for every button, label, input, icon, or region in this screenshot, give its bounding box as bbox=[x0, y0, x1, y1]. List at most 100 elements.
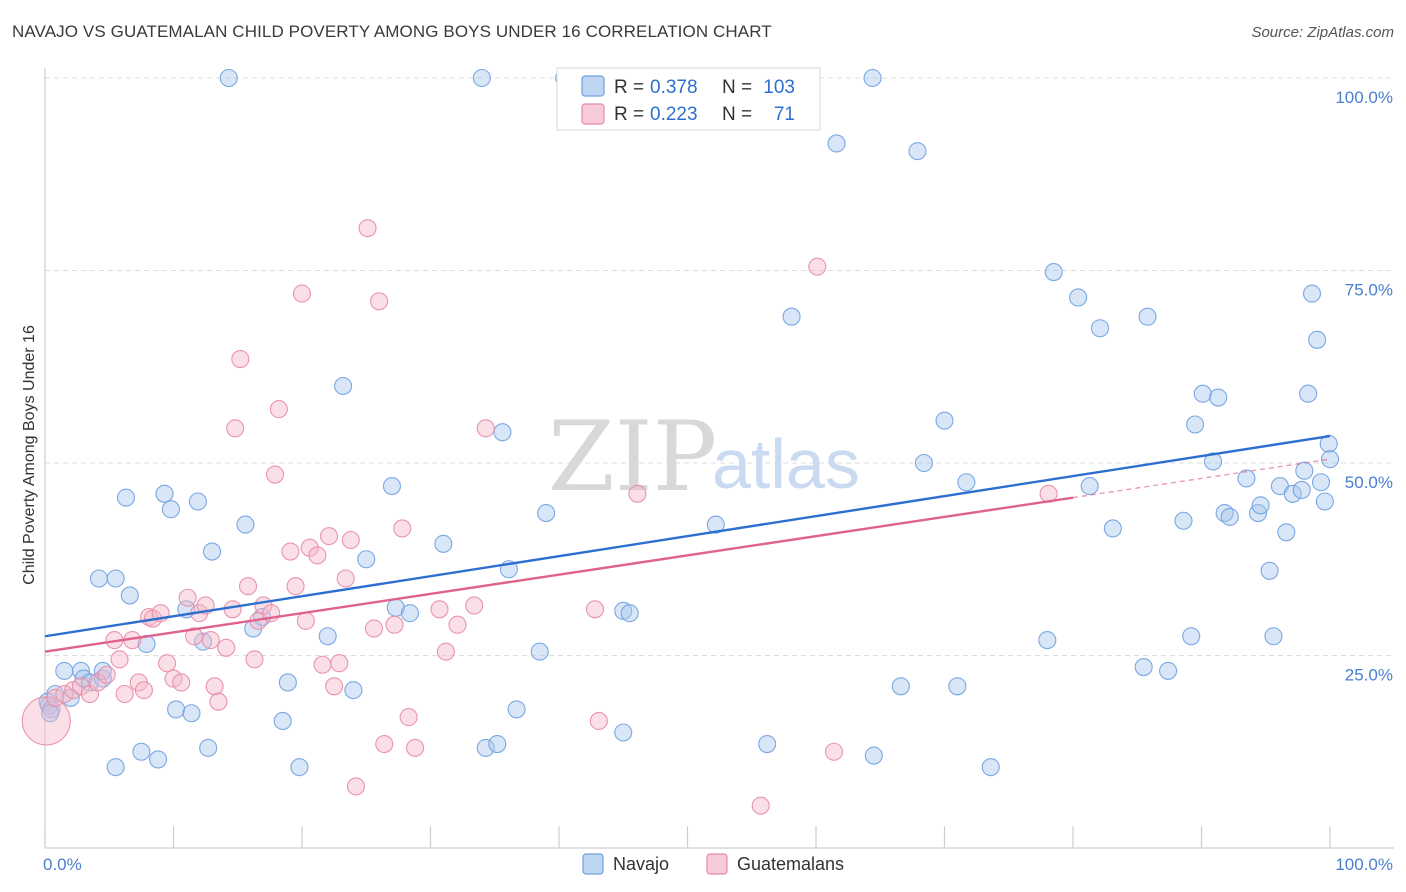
legend-r-label-navajo: R = bbox=[614, 77, 644, 98]
legend-r-value-guatemalans: 0.223 bbox=[650, 104, 698, 125]
legend-swatch-navajo bbox=[581, 75, 605, 97]
navajo-point bbox=[614, 723, 633, 742]
guatemalans-point bbox=[55, 684, 74, 704]
guatemalans-point bbox=[585, 600, 605, 619]
navajo-point bbox=[827, 134, 846, 153]
navajo-point bbox=[1134, 657, 1153, 677]
navajo-point bbox=[106, 758, 125, 777]
guatemalans-point bbox=[97, 665, 116, 684]
legend-n-label-guatemalans: N = bbox=[722, 104, 752, 125]
navajo-point bbox=[182, 704, 201, 723]
source-label: Source: ZipAtlas.com bbox=[1251, 24, 1394, 41]
navajo-point bbox=[120, 586, 139, 605]
guatemalans-point bbox=[205, 677, 224, 696]
guatemalans-point bbox=[589, 711, 608, 731]
guatemalans-point bbox=[330, 654, 349, 673]
navajo-point bbox=[1251, 496, 1270, 515]
y-tick-label-3: 100.0% bbox=[1335, 88, 1393, 107]
navajo-point bbox=[1315, 492, 1334, 511]
series-navajo bbox=[38, 68, 1340, 777]
navajo-point bbox=[1292, 480, 1311, 500]
navajo-point bbox=[758, 734, 777, 754]
guatemalans-point bbox=[341, 530, 360, 550]
guatemalans-point bbox=[226, 419, 245, 438]
guatemalans-point bbox=[808, 257, 827, 276]
navajo-point bbox=[161, 500, 180, 519]
guatemalans-point bbox=[358, 219, 377, 238]
guatemalans-point bbox=[217, 638, 236, 657]
navajo-point bbox=[357, 550, 376, 569]
guatemalans-point bbox=[223, 600, 242, 619]
navajo-point bbox=[132, 742, 151, 761]
guatemalans-point bbox=[201, 631, 220, 650]
legend-n-label-navajo: N = bbox=[722, 77, 752, 98]
navajo-point bbox=[488, 734, 507, 754]
navajo-point bbox=[278, 673, 297, 692]
navajo-point bbox=[891, 677, 910, 696]
navajo-point bbox=[1260, 561, 1279, 580]
y-tick-label-0: 25.0% bbox=[1345, 666, 1393, 685]
watermark-zip: ZIP bbox=[548, 401, 717, 513]
guatemalans-point bbox=[134, 681, 153, 700]
guatemalans-point bbox=[209, 692, 228, 711]
guatemalans-point bbox=[375, 734, 394, 754]
guatemalans-point bbox=[158, 654, 177, 673]
navajo-point bbox=[1038, 631, 1057, 650]
data-points bbox=[21, 68, 1340, 815]
bottom-legend-swatch-guatemalans bbox=[706, 853, 728, 875]
navajo-point bbox=[706, 515, 725, 534]
y-tick-label-2: 75.0% bbox=[1345, 281, 1393, 300]
navajo-point bbox=[1069, 288, 1088, 307]
navajo-point bbox=[1277, 523, 1296, 542]
y-tick-label-1: 50.0% bbox=[1345, 473, 1393, 492]
guatemalans-point bbox=[448, 615, 467, 634]
guatemalans-point bbox=[325, 677, 344, 696]
navajo-point bbox=[1138, 307, 1157, 326]
navajo-point bbox=[864, 746, 883, 765]
navajo-point bbox=[382, 477, 402, 496]
guatemalans-point bbox=[115, 684, 134, 704]
navajo-point bbox=[507, 700, 526, 719]
navajo-point bbox=[537, 503, 556, 523]
guatemalans-point bbox=[265, 465, 285, 484]
chart-title: NAVAJO VS GUATEMALAN CHILD POVERTY AMONG… bbox=[12, 22, 772, 41]
navajo-point bbox=[1220, 507, 1239, 526]
guatemalans-point bbox=[319, 527, 339, 546]
guatemalans-point bbox=[300, 538, 319, 557]
navajo-point bbox=[476, 738, 495, 757]
navajo-point bbox=[1204, 452, 1223, 471]
navajo-point bbox=[400, 604, 419, 623]
x-tick-label-0: 0.0% bbox=[43, 855, 82, 874]
navajo-point bbox=[1090, 319, 1110, 338]
navajo-trend-line bbox=[44, 434, 1331, 638]
navajo-point bbox=[106, 569, 125, 588]
navajo-point bbox=[344, 681, 363, 700]
navajo-point bbox=[1320, 450, 1340, 469]
navajo-point bbox=[290, 758, 309, 777]
navajo-point bbox=[194, 632, 213, 651]
navajo-point bbox=[1159, 661, 1178, 680]
trend-lines bbox=[44, 434, 1331, 653]
grid-lines bbox=[45, 77, 1394, 656]
guatemalans-point bbox=[185, 627, 204, 646]
guatemalans-point bbox=[269, 400, 288, 419]
navajo-point bbox=[1080, 477, 1099, 496]
legend-r-value-navajo: 0.378 bbox=[650, 77, 698, 98]
guatemalans-point bbox=[751, 796, 770, 815]
guatemalans-point bbox=[336, 569, 355, 588]
guatemalans-point bbox=[628, 484, 647, 503]
navajo-point bbox=[203, 542, 222, 561]
legend-swatch-guatemalans bbox=[581, 103, 605, 125]
navajo-point bbox=[908, 142, 927, 161]
navajo-point bbox=[219, 68, 238, 88]
x-tick-label-1: 100.0% bbox=[1335, 855, 1393, 874]
navajo-point bbox=[273, 711, 292, 731]
navajo-point bbox=[1209, 388, 1228, 407]
axes bbox=[44, 68, 1394, 849]
legend-n-value-navajo: 103 bbox=[763, 77, 795, 98]
guatemalans-point bbox=[286, 577, 305, 596]
navajo-point bbox=[334, 376, 353, 396]
guatemalans-point bbox=[430, 600, 449, 619]
guatemalans-point bbox=[172, 673, 191, 692]
guatemalans-point bbox=[281, 542, 300, 561]
